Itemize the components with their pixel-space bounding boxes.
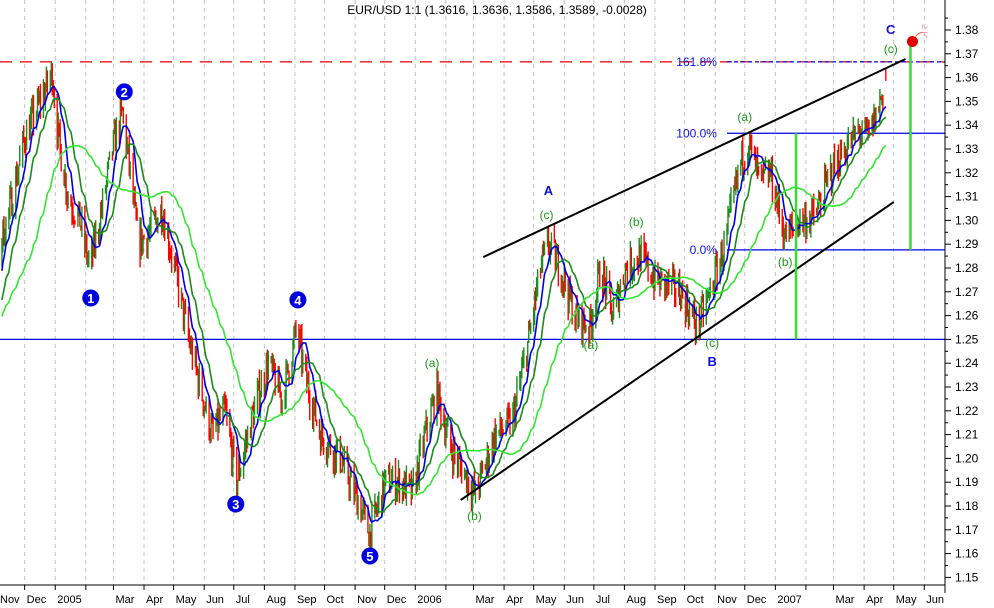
wave-number: 1 [87, 291, 94, 306]
lower-channel-line [460, 201, 895, 501]
trendlines [460, 45, 912, 501]
x-tick-label: May [176, 594, 197, 606]
y-tick-label: 1.21 [955, 428, 979, 442]
wave-letter-label: C [886, 22, 896, 37]
y-tick-label: 1.15 [955, 570, 979, 584]
x-tick-label: Oct [687, 594, 704, 606]
wave-sub-label: (b) [467, 509, 482, 523]
x-tick-label: Apr [146, 594, 163, 606]
fib-label: 100.0% [676, 126, 717, 140]
x-tick-label: Nov [717, 594, 737, 606]
x-tick-label: Mar [115, 594, 134, 606]
x-tick-label: Nov [0, 594, 20, 606]
y-tick-label: 1.22 [955, 404, 979, 418]
wave-sub-label: (a) [737, 110, 752, 124]
wave-sub-label: (a) [584, 338, 599, 352]
wave-number: 3 [232, 497, 239, 512]
wave-circle-marker [115, 83, 133, 101]
x-tick-label: Dec [27, 594, 47, 606]
x-tick-label: Jun [206, 594, 224, 606]
wave-circle-marker [82, 289, 100, 307]
fib-label: 0.0% [690, 243, 718, 257]
wave-circle-marker [289, 291, 307, 309]
fib-label: 161.8% [676, 55, 717, 69]
x-tick-label: Jul [236, 594, 250, 606]
price-bars [1, 62, 887, 558]
y-tick-label: 1.33 [955, 142, 979, 156]
horizontal-levels [0, 61, 945, 340]
wave-sub-label: (c) [884, 42, 898, 56]
chart-title: EUR/USD 1:1 (1.3616, 1.3636, 1.3586, 1.3… [347, 3, 647, 17]
x-tick-label: May [896, 594, 917, 606]
y-tick-label: 1.23 [955, 380, 979, 394]
wave-sub-label: (c) [705, 336, 719, 350]
x-tick-label: Mar [475, 594, 494, 606]
x-tick-label: Aug [626, 594, 646, 606]
y-tick-label: 1.18 [955, 499, 979, 513]
x-tick-label: Sep [297, 594, 317, 606]
y-tick-label: 1.29 [955, 237, 979, 251]
y-tick-label: 1.20 [955, 451, 979, 465]
wave-sub-label: (a) [425, 356, 440, 370]
x-tick-label: Aug [266, 594, 286, 606]
ma-fast-line [1, 85, 887, 524]
y-tick-label: 1.25 [955, 332, 979, 346]
upper-channel-line [482, 58, 906, 258]
y-tick-label: 1.34 [955, 118, 979, 132]
x-tick-label: Dec [387, 594, 407, 606]
x-tick-label: Jul [596, 594, 610, 606]
x-tick-label: Apr [506, 594, 523, 606]
x-tick-label: Jun [926, 594, 944, 606]
bomb-icon [906, 24, 928, 48]
y-tick-label: 1.24 [955, 356, 979, 370]
y-tick-label: 1.38 [955, 23, 979, 37]
y-tick-label: 1.17 [955, 523, 979, 537]
wave-number: 4 [294, 293, 302, 308]
wave-number: 2 [121, 85, 128, 100]
wave-number: 5 [366, 549, 373, 564]
y-tick-label: 1.37 [955, 47, 979, 61]
y-tick-label: 1.32 [955, 166, 979, 180]
wave-letter-label: A [544, 183, 554, 198]
wave-labels: 161.8% 100.0% 0.0% 1 2 3 4 5 A B C (a) (b) (c) (a) (b) (… [82, 22, 928, 565]
y-tick-label: 1.16 [955, 547, 979, 561]
x-tick-label: Dec [747, 594, 767, 606]
x-tick-label: Nov [357, 594, 377, 606]
wave-sub-label: (b) [629, 215, 644, 229]
wave-circle-marker [227, 495, 245, 513]
y-tick-label: 1.31 [955, 190, 979, 204]
wave-letter-label: B [708, 354, 717, 369]
y-tick-label: 1.30 [955, 213, 979, 227]
y-tick-label: 1.35 [955, 94, 979, 108]
x-tick-label: Mar [836, 594, 855, 606]
y-tick-label: 1.19 [955, 475, 979, 489]
x-tick-label: May [536, 594, 557, 606]
x-tick-label: Apr [866, 594, 883, 606]
ma-slow-line [1, 144, 887, 496]
y-tick-label: 1.36 [955, 71, 979, 85]
x-tick-label: 2006 [417, 594, 441, 606]
y-tick-label: 1.28 [955, 261, 979, 275]
x-tick-label: Jun [566, 594, 584, 606]
x-tick-label: 2007 [777, 594, 801, 606]
x-tick-label: Oct [327, 594, 344, 606]
x-tick-label: Sep [657, 594, 677, 606]
y-tick-label: 1.26 [955, 309, 979, 323]
wave-circle-marker [361, 547, 379, 565]
y-tick-label: 1.27 [955, 285, 979, 299]
moving-averages [1, 85, 887, 524]
grid [24, 0, 925, 585]
x-tick-label: 2005 [57, 594, 81, 606]
wave-sub-label: (b) [778, 255, 793, 269]
wave-sub-label: (c) [539, 208, 553, 222]
